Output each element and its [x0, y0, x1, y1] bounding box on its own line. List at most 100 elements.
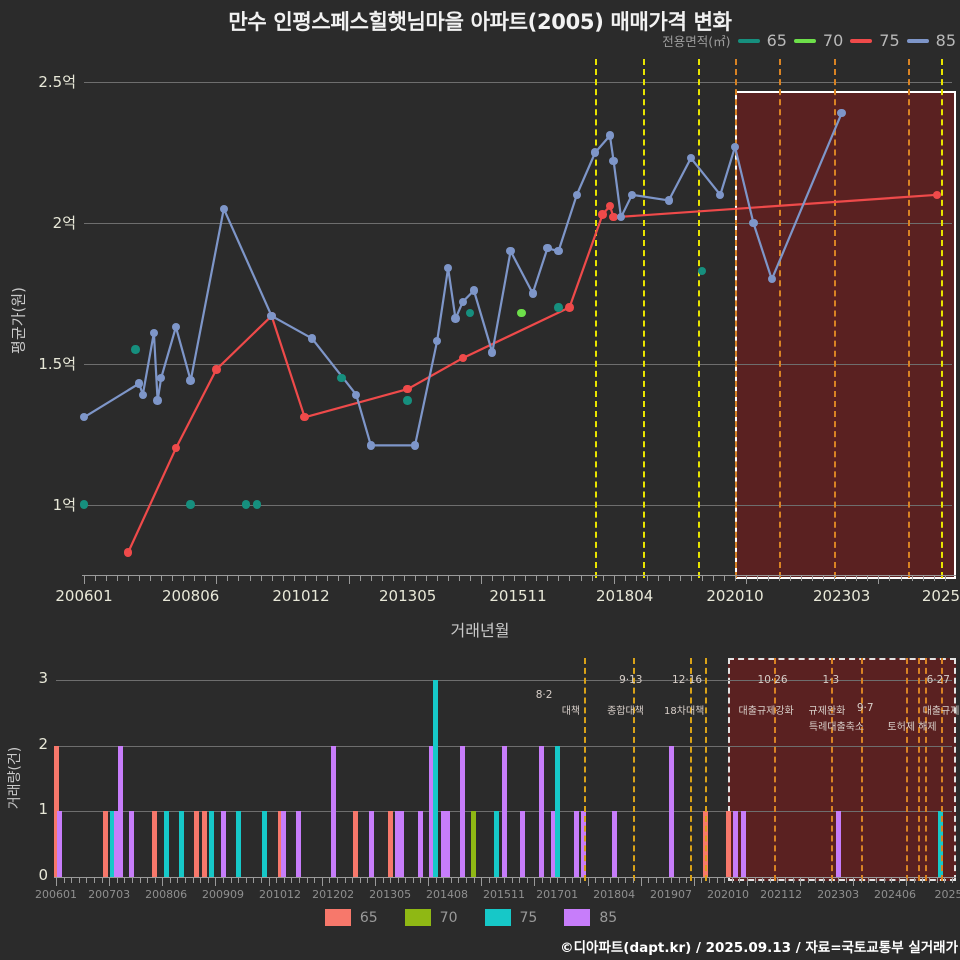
price-tickmark: [448, 576, 450, 581]
price-tickmark: [359, 576, 361, 581]
volume-tickmark: [572, 878, 574, 883]
price-point-85: [591, 148, 600, 157]
price-point-75: [300, 413, 309, 422]
volume-bar: [550, 811, 556, 877]
volume-vertical-marker: [690, 658, 693, 881]
volume-tickmark: [754, 878, 756, 883]
legend-bottom-item-70[interactable]: 70: [439, 909, 458, 926]
price-xtick-label: 201804: [596, 587, 654, 605]
legend-bottom-item-85[interactable]: 85: [599, 909, 618, 926]
volume-tickmark: [792, 878, 794, 883]
volume-tickmark: [238, 878, 240, 883]
volume-bar: [110, 811, 116, 877]
volume-tickmark: [306, 878, 308, 883]
price-vertical-marker: [907, 59, 910, 578]
volume-tickmark: [860, 878, 862, 883]
price-point-85: [149, 328, 159, 337]
volume-xtick-label: 200703: [88, 888, 131, 901]
volume-tickmark: [367, 878, 369, 883]
price-xtick-label: 202010: [706, 587, 764, 605]
price-point-85: [543, 244, 552, 253]
price-ytick-label: 1.5억: [38, 354, 76, 373]
volume-tickmark: [428, 878, 430, 886]
volume-tickmark: [245, 878, 247, 883]
price-point-75: [609, 213, 618, 222]
volume-tickmark: [352, 878, 354, 883]
volume-tickmark: [215, 878, 217, 886]
volume-annotation-text: 대출규제: [922, 706, 960, 717]
volume-tickmark: [936, 878, 938, 883]
price-x-axis: [82, 575, 956, 576]
price-xtick-label: 201305: [379, 587, 437, 605]
price-tickmark: [812, 576, 814, 581]
volume-tickmark: [86, 878, 88, 883]
volume-xtick-label: 201804: [593, 888, 636, 901]
price-tickmark: [944, 576, 946, 581]
price-point-85: [716, 190, 725, 199]
volume-tickmark: [314, 878, 316, 883]
volume-tickmark: [549, 878, 551, 883]
volume-annotation-text: 종합대책: [607, 706, 644, 717]
volume-bar: [178, 811, 184, 877]
legend-bottom-item-65[interactable]: 65: [359, 909, 378, 926]
volume-bar: [725, 811, 731, 877]
price-tickmark: [282, 576, 284, 581]
volume-tickmark: [458, 878, 460, 883]
volume-tickmark: [473, 878, 475, 883]
volume-tickmark: [883, 878, 885, 883]
volume-tickmark: [914, 878, 916, 883]
volume-tickmark: [564, 878, 566, 883]
legend-top-item-65[interactable]: 65: [766, 31, 787, 50]
volume-tickmark: [557, 878, 559, 883]
volume-tickmark: [481, 878, 483, 886]
price-point-85: [171, 322, 181, 332]
legend-top: 전용면적(㎡) 65 70 75 85: [662, 31, 956, 50]
price-chart: 2.5억 2억 1.5억 1억 200601 200806 201012 201305 2015…: [0, 55, 960, 640]
volume-tickmark: [488, 878, 490, 883]
price-point-75: [403, 384, 412, 394]
price-x-axis-title: 거래년월: [450, 621, 510, 640]
legend-top-item-70[interactable]: 70: [822, 31, 844, 50]
volume-tickmarks: [0, 878, 960, 886]
volume-tickmark: [63, 878, 65, 883]
price-tickmark: [845, 576, 847, 581]
price-tickmark: [591, 576, 593, 581]
volume-tickmark: [526, 878, 528, 883]
volume-tickmark: [519, 878, 521, 883]
price-tickmark: [569, 576, 571, 581]
volume-tickmark: [617, 878, 619, 883]
volume-ytick-label: 2: [38, 734, 48, 753]
volume-tickmark: [655, 878, 657, 883]
price-tickmark: [580, 576, 582, 581]
price-tickmark: [757, 576, 759, 581]
volume-bar: [209, 811, 215, 877]
volume-bar: [471, 811, 477, 877]
volume-bar: [114, 811, 120, 877]
price-point-65: [465, 308, 475, 318]
volume-bar: [387, 811, 393, 877]
price-point-85: [572, 190, 582, 199]
price-tickmark: [459, 576, 461, 581]
price-tickmark: [701, 576, 703, 581]
price-vertical-marker: [595, 59, 598, 578]
price-tickmark: [326, 576, 328, 581]
price-tickmark: [911, 576, 913, 581]
volume-highlight-region: [728, 658, 956, 881]
volume-tickmark: [298, 878, 300, 883]
volume-tickmark: [192, 878, 194, 883]
price-point-85: [410, 441, 420, 450]
volume-bar: [53, 745, 59, 877]
price-tickmark: [525, 576, 527, 581]
price-vertical-marker: [735, 59, 737, 578]
price-vertical-marker: [643, 59, 646, 578]
volume-bar: [102, 811, 108, 877]
price-point-75: [933, 190, 942, 199]
price-vertical-marker: [698, 59, 701, 578]
price-tickmark: [823, 576, 825, 581]
price-xtick-label: 2025: [921, 587, 960, 605]
price-point-85: [153, 396, 162, 405]
legend-top-item-85[interactable]: 85: [935, 31, 956, 50]
legend-top-item-75[interactable]: 75: [879, 31, 900, 50]
legend-bottom-item-75[interactable]: 75: [519, 909, 538, 926]
price-tickmark: [889, 576, 891, 581]
